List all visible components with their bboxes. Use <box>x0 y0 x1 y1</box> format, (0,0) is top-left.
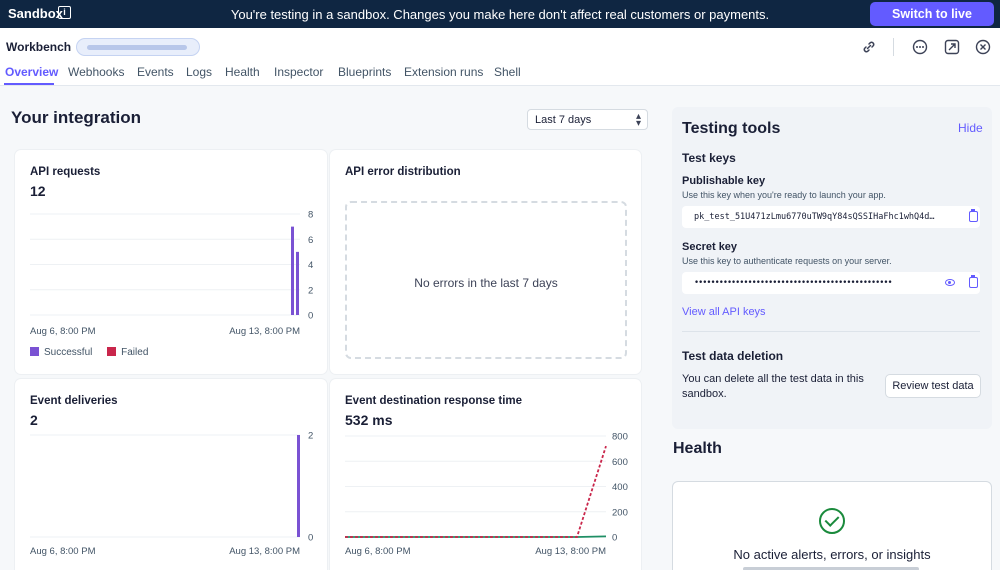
sandbox-banner: Sandbox i You're testing in a sandbox. C… <box>0 0 1000 45</box>
tab-health[interactable]: Health <box>225 65 260 79</box>
secret-key-label: Secret key <box>682 241 738 253</box>
event-deliveries-title: Event deliveries <box>30 395 118 407</box>
publishable-key-field[interactable]: pk_test_51U471zLmu6770uTW9qY84sQSSIHaFhc… <box>682 206 980 228</box>
event-deliveries-card: Event deliveries 2 0 2 Aug 6, 8:00 PM Aug 1… <box>15 379 327 570</box>
y-tick-label: 0 <box>308 311 313 322</box>
test-data-deletion-heading: Test data deletion <box>682 349 784 363</box>
test-data-deletion-text: You can delete all the test data in this… <box>682 373 864 400</box>
legend-failed: Failed <box>121 347 149 358</box>
secret-key-field[interactable]: ••••••••••••••••••••••••••••••••••••••••… <box>682 272 980 294</box>
eye-icon[interactable] <box>945 279 955 286</box>
tab-shell[interactable]: Shell <box>494 65 521 79</box>
y-tick-label: 4 <box>308 260 313 271</box>
event-deliveries-chart: 0 2 Aug 6, 8:00 PM Aug 13, 8:00 PM <box>30 431 313 557</box>
tab-inspector[interactable]: Inspector <box>274 65 324 79</box>
legend-successful: Successful <box>44 347 93 358</box>
chart-legend: Successful Failed <box>30 347 148 358</box>
date-range-select[interactable]: Last 7 days ▴ ▾ <box>527 109 648 130</box>
workbench-title: Workbench <box>6 40 72 54</box>
workbench-bar: Workbench Overview Webhooks Events Logs … <box>0 28 1000 86</box>
testing-tools-panel: Testing tools Hide Test keys Publishable… <box>672 107 992 429</box>
health-title: Health <box>673 440 722 457</box>
response-time-value: 532 ms <box>345 412 393 428</box>
tab-events[interactable]: Events <box>137 65 174 79</box>
info-icon[interactable]: i <box>58 6 71 19</box>
x-tick-label: Aug 6, 8:00 PM <box>345 546 411 557</box>
sandbox-label: Sandbox <box>8 6 63 21</box>
test-keys-heading: Test keys <box>682 151 736 165</box>
health-status: No active alerts, errors, or insights <box>733 547 931 562</box>
health-subtext <box>673 565 991 570</box>
bar-delivery <box>297 435 300 537</box>
legend-swatch-successful <box>30 347 39 356</box>
copy-icon[interactable] <box>969 275 978 288</box>
toolbar-divider <box>893 38 894 56</box>
chevron-updown-icon: ▴ ▾ <box>635 111 641 129</box>
tab-overview[interactable]: Overview <box>5 65 59 79</box>
event-deliveries-value: 2 <box>30 412 38 428</box>
account-pill[interactable] <box>76 38 200 56</box>
x-tick-label: Aug 6, 8:00 PM <box>30 546 96 557</box>
date-range-label: Last 7 days <box>535 114 592 126</box>
y-tick-label: 6 <box>308 235 313 246</box>
legend-swatch-failed <box>107 347 117 356</box>
response-time-title: Event destination response time <box>345 395 523 407</box>
api-error-card: API error distribution No errors in the … <box>330 150 641 374</box>
x-tick-label: Aug 13, 8:00 PM <box>229 546 300 557</box>
y-tick-label: 8 <box>308 210 313 221</box>
y-tick-label: 2 <box>308 285 313 296</box>
integration-panel: Your integration Last 7 days ▴ ▾ API requ… <box>0 86 660 570</box>
more-icon[interactable] <box>912 39 928 55</box>
api-error-title: API error distribution <box>345 166 461 178</box>
x-tick-label: Aug 13, 8:00 PM <box>535 546 606 557</box>
api-requests-value: 12 <box>30 183 46 199</box>
x-tick-label: Aug 13, 8:00 PM <box>229 326 300 337</box>
tab-extension-runs[interactable]: Extension runs <box>404 65 484 79</box>
empty-state-text: No errors in the last 7 days <box>414 276 558 290</box>
response-time-chart: 0 200 400 600 800 Aug 6, 8:00 PM Aug 13, 8:00 … <box>345 432 628 557</box>
active-tab-indicator <box>4 83 54 85</box>
testing-tools-title: Testing tools <box>682 120 781 137</box>
secret-key-value: ••••••••••••••••••••••••••••••••••••••••… <box>694 278 893 288</box>
hide-link[interactable]: Hide <box>958 121 983 135</box>
empty-state: No errors in the last 7 days <box>345 201 627 359</box>
api-requests-card: API requests 12 0 2 4 6 8 Aug 6, 8:00 PM Aug 1… <box>15 150 327 374</box>
bar-successful <box>291 226 294 315</box>
collapse-icon[interactable] <box>944 39 960 55</box>
publishable-key-value: pk_test_51U471zLmu6770uTW9qY84sQSSIHaFhc… <box>694 212 935 222</box>
integration-title: Your integration <box>11 108 142 127</box>
line-series-failed <box>345 445 607 538</box>
y-tick-label: 0 <box>308 533 313 544</box>
secret-key-help: Use this key to authenticate requests on… <box>682 256 892 266</box>
y-tick-label: 0 <box>612 533 617 544</box>
publishable-key-label: Publishable key <box>682 175 766 187</box>
tab-logs[interactable]: Logs <box>186 65 213 79</box>
tab-blueprints[interactable]: Blueprints <box>338 65 392 79</box>
y-tick-label: 800 <box>612 432 628 443</box>
y-tick-label: 400 <box>612 482 628 493</box>
review-test-data-button[interactable]: Review test data <box>885 374 981 398</box>
tab-webhooks[interactable]: Webhooks <box>68 65 125 79</box>
y-tick-label: 600 <box>612 457 628 468</box>
health-card: No active alerts, errors, or insights <box>672 481 992 570</box>
close-icon[interactable] <box>975 39 991 55</box>
check-circle-icon <box>819 508 845 534</box>
switch-to-live-button[interactable]: Switch to live account <box>870 2 994 45</box>
y-tick-label: 200 <box>612 507 628 518</box>
publishable-key-help: Use this key when you're ready to launch… <box>682 190 886 200</box>
api-requests-title: API requests <box>30 166 101 178</box>
api-requests-chart: 0 2 4 6 8 Aug 6, 8:00 PM Aug 13, 8:00 PM <box>30 210 313 337</box>
y-tick-label: 2 <box>308 431 313 442</box>
sandbox-message: You're testing in a sandbox. Changes you… <box>230 7 770 22</box>
divider <box>682 331 980 332</box>
x-tick-label: Aug 6, 8:00 PM <box>30 326 96 337</box>
copy-icon[interactable] <box>969 209 978 222</box>
view-all-api-keys-link[interactable]: View all API keys <box>682 306 766 318</box>
response-time-card: Event destination response time 532 ms 0… <box>330 379 641 570</box>
link-icon[interactable] <box>861 39 877 55</box>
bar-successful <box>296 251 299 315</box>
